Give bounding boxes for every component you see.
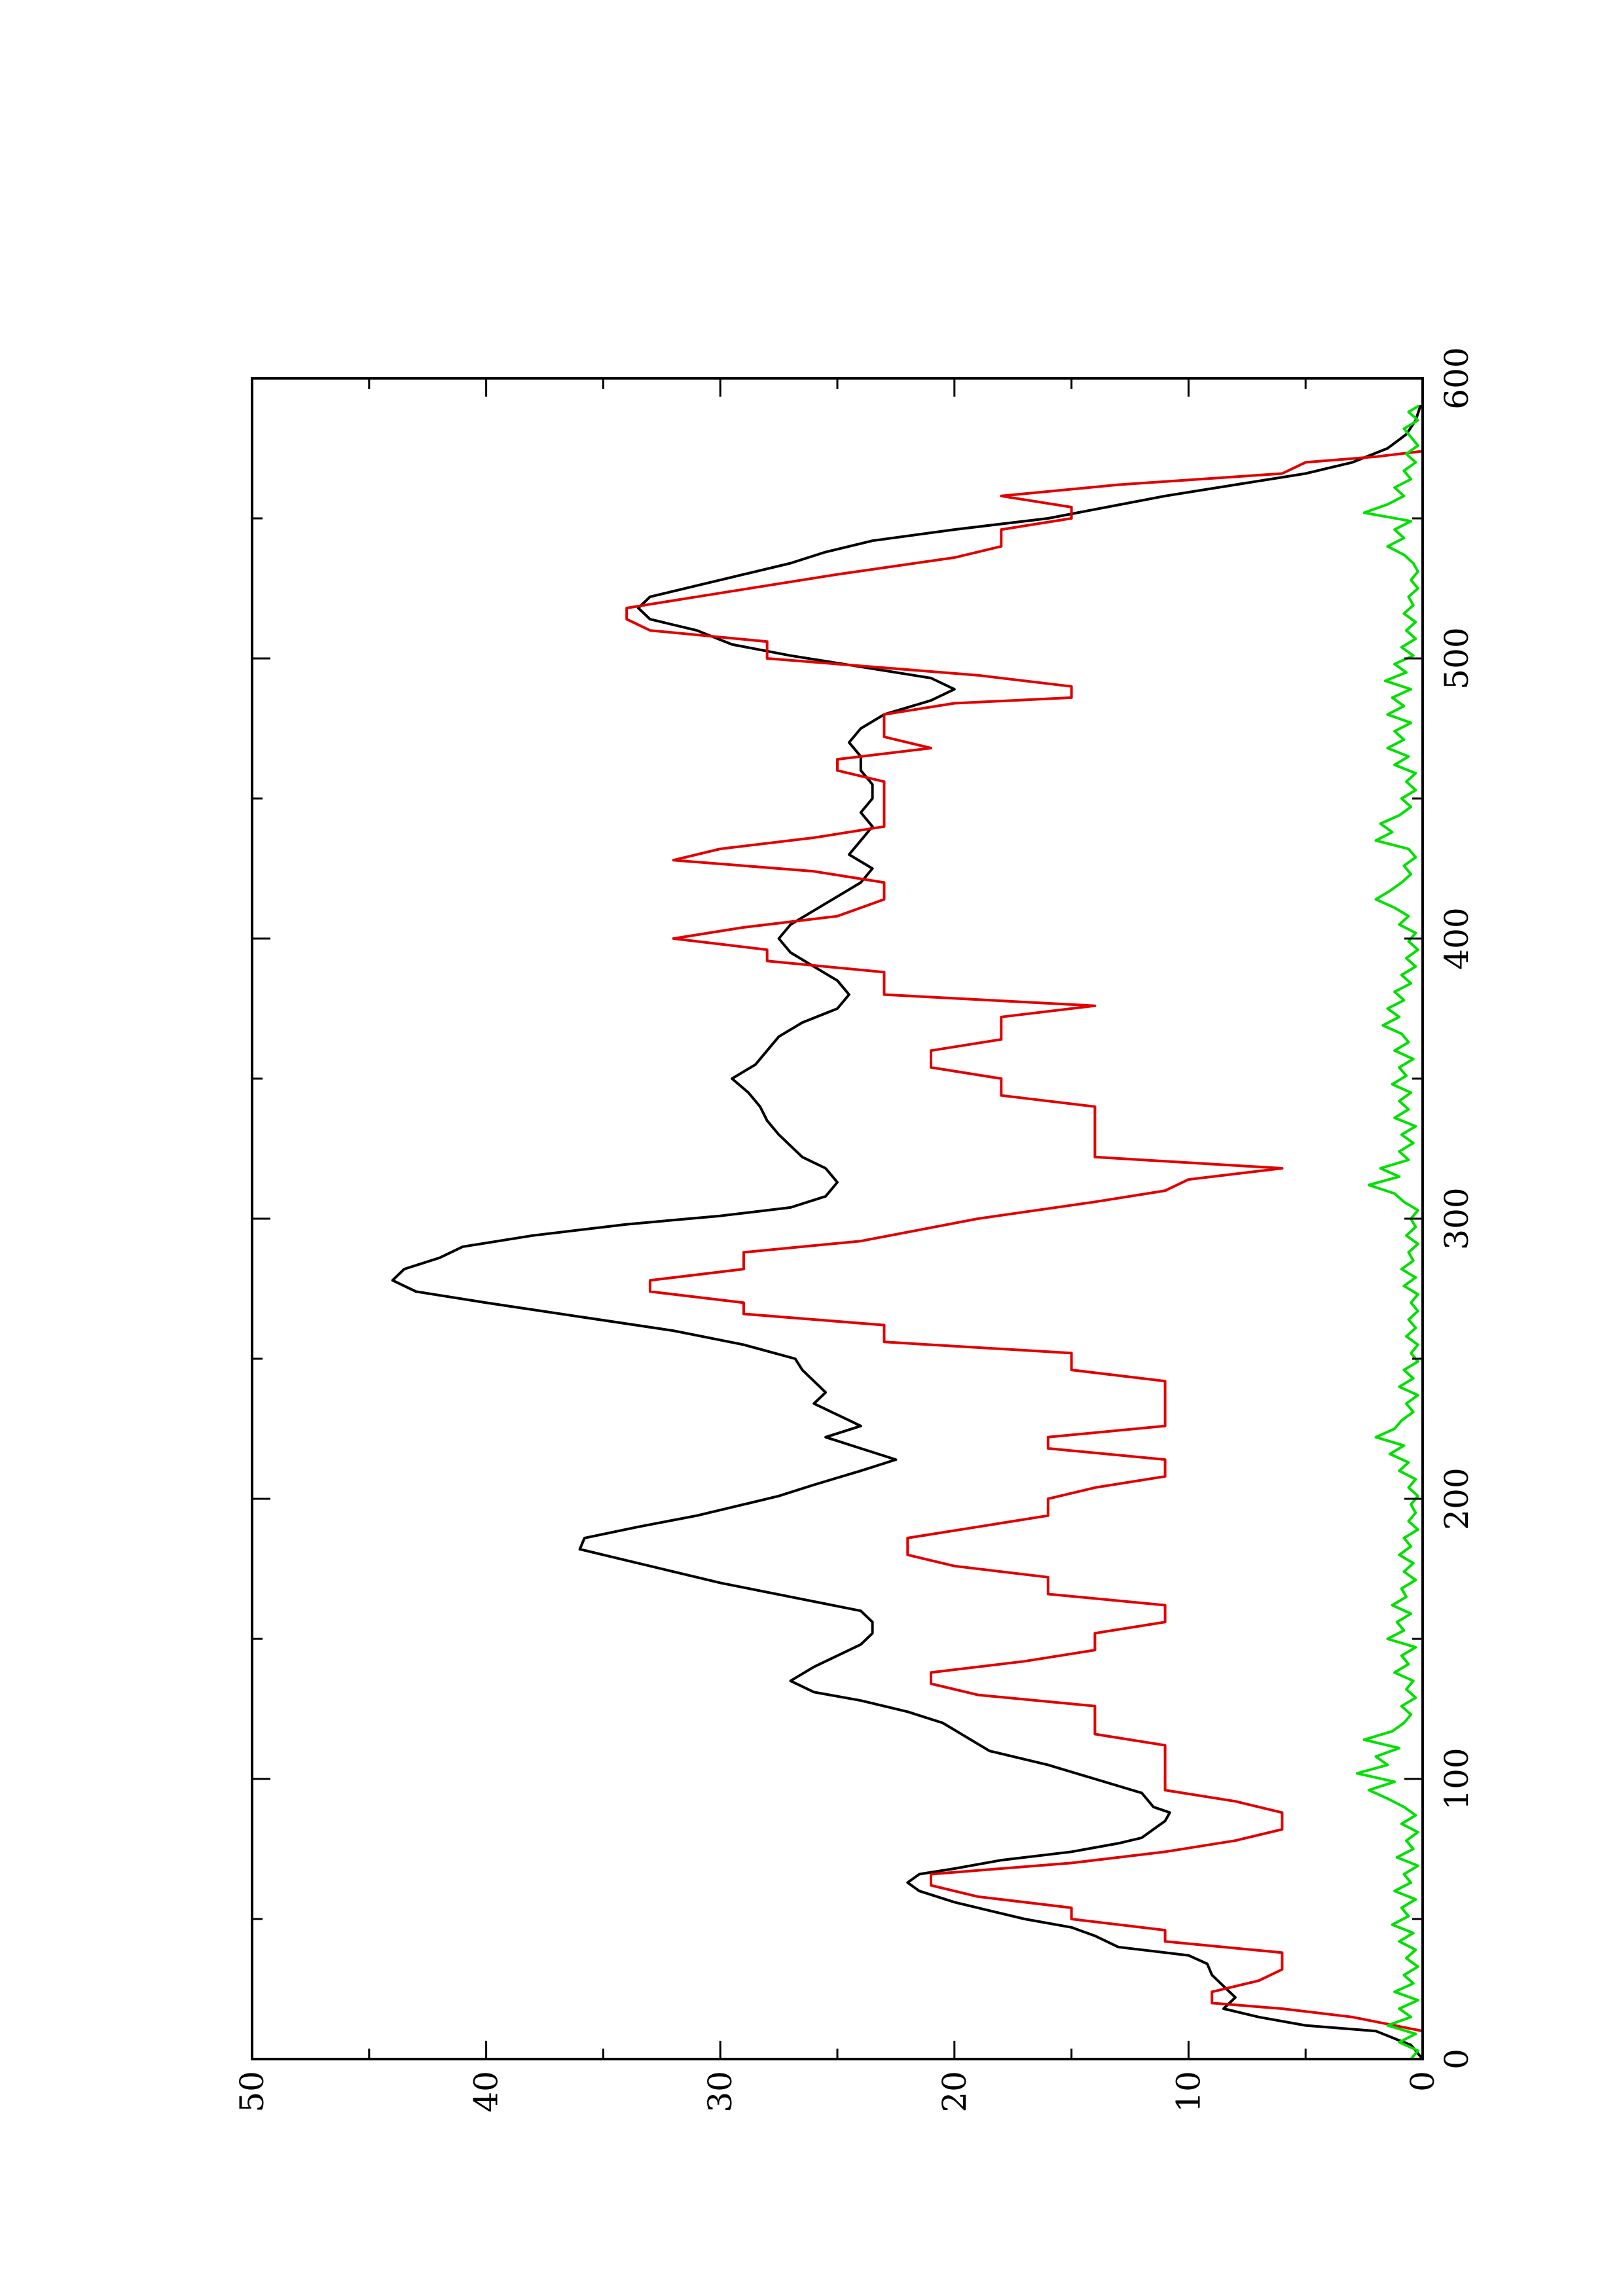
- x-tick-label: 500: [1438, 627, 1476, 689]
- y-tick-label: 10: [1169, 2071, 1207, 2113]
- x-tick-label: 100: [1438, 1748, 1476, 1810]
- y-tick-label: 40: [467, 2071, 505, 2113]
- series-line-green: [1355, 404, 1419, 2060]
- y-tick-label: 50: [233, 2071, 271, 2113]
- x-tick-label: 300: [1438, 1187, 1476, 1249]
- label-layer: 0 100 200 300 400 500 600 0 10 20 30 40 50: [233, 347, 1476, 2112]
- y-tick-label: 0: [1404, 2071, 1442, 2092]
- x-tick-label: 200: [1438, 1467, 1476, 1530]
- x-tick-label: 600: [1438, 347, 1476, 409]
- y-tick-label: 30: [701, 2071, 739, 2113]
- series-line-black: [391, 404, 1424, 2060]
- plot-frame: [251, 377, 1424, 2060]
- series-layer: [391, 404, 1424, 2060]
- series-line-red: [625, 404, 1424, 2060]
- x-tick-label: 0: [1438, 2049, 1476, 2070]
- x-tick-label: 400: [1438, 907, 1476, 969]
- y-tick-label: 20: [936, 2071, 974, 2113]
